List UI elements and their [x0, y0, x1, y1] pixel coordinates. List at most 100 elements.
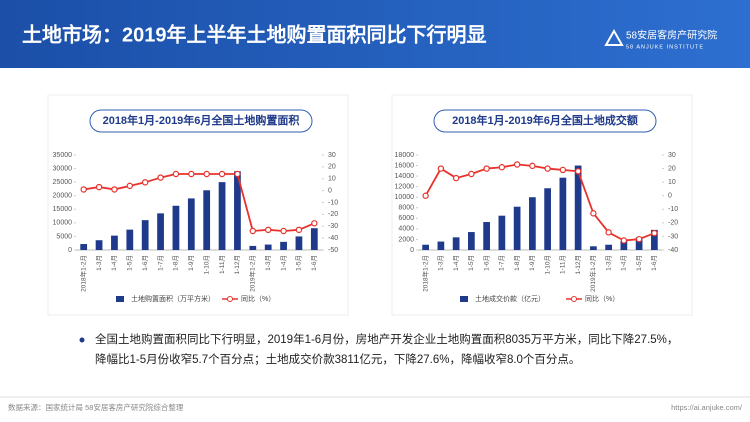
x-tick-label: 1-9月 — [187, 255, 195, 271]
x-tick-label: 1-4月 — [279, 255, 287, 271]
bar — [651, 229, 658, 250]
x-tick-label: 2019年1-2月 — [588, 255, 597, 292]
y2-tick-label: 30 — [668, 152, 676, 159]
y-tick-label: 8000 — [398, 205, 414, 212]
line-point — [437, 165, 445, 172]
line-point — [80, 186, 87, 193]
chart-title: 2018年1月-2019年6月全国土地购置面积 — [103, 113, 300, 127]
x-tick-label: 1-10月 — [543, 255, 551, 275]
x-tick-label: 1-4月 — [620, 255, 628, 271]
x-tick-label: 1-3月 — [95, 255, 103, 271]
bar — [187, 198, 195, 250]
bar — [605, 244, 612, 250]
logo-text: 58安居客房产研究院 — [626, 29, 717, 42]
y-tick-label: 0 — [410, 247, 414, 254]
line-point — [264, 226, 272, 234]
bar — [590, 246, 597, 250]
line-point — [559, 166, 567, 174]
x-tick-label: 1-6月 — [482, 255, 490, 271]
line-point — [635, 235, 643, 243]
y-tick-label: 14000 — [395, 173, 415, 180]
line-point — [234, 170, 241, 178]
line-point — [574, 168, 582, 175]
x-tick-label: 1-11月 — [218, 255, 226, 274]
y2-tick-label: -40 — [668, 247, 678, 254]
bar — [264, 244, 272, 250]
x-tick-label: 2019年1-2月 — [248, 255, 257, 292]
bar — [295, 236, 303, 250]
bar — [529, 197, 536, 250]
slide-title: 土地市场：2019年上半年土地购置面积同比下行明显 — [22, 22, 487, 46]
x-tick-label: 1-3月 — [437, 255, 445, 271]
y-tick-label: 25000 — [53, 179, 73, 186]
bar — [218, 182, 226, 250]
bar — [203, 190, 211, 250]
legend-label: 同比（%） — [585, 294, 619, 303]
bar — [498, 215, 506, 250]
bar — [126, 229, 134, 250]
x-tick-label: 1-6月 — [650, 255, 658, 271]
x-tick-label: 1-3月 — [264, 255, 272, 271]
bullet-dot — [79, 337, 85, 343]
bar — [574, 165, 582, 250]
legend-swatch — [571, 296, 577, 302]
chart-title-pill — [89, 109, 313, 133]
bar — [452, 237, 460, 250]
y2-tick-label: -30 — [328, 223, 338, 230]
line-point — [529, 162, 536, 170]
y-tick-label: 15000 — [53, 206, 73, 213]
bar — [280, 241, 287, 250]
line-point — [483, 165, 490, 172]
y2-tick-label: -20 — [668, 220, 678, 227]
legend-swatch — [227, 296, 233, 302]
bar — [437, 241, 445, 250]
x-tick-label: 1-6月 — [141, 255, 149, 271]
y2-tick-label: 0 — [668, 193, 672, 200]
x-tick-label: 1-10月 — [202, 255, 210, 275]
line-point — [452, 174, 460, 182]
y2-tick-label: -50 — [328, 247, 338, 254]
bar — [111, 235, 118, 250]
x-tick-label: 1-5月 — [126, 255, 134, 271]
y2-tick-label: 10 — [328, 176, 336, 183]
line-point — [249, 227, 257, 235]
line-point — [605, 229, 612, 236]
line — [83, 173, 315, 232]
bar — [422, 244, 429, 250]
y-tick-label: 12000 — [395, 184, 415, 191]
line-point — [513, 161, 521, 168]
line-point — [295, 226, 303, 234]
x-tick-label: 1-11月 — [559, 255, 567, 274]
line-point — [126, 182, 134, 190]
y-tick-label: 20000 — [53, 193, 73, 200]
y-tick-label: 5000 — [56, 233, 72, 240]
x-tick-label: 1-8月 — [513, 255, 521, 271]
y-tick-label: 6000 — [398, 215, 414, 222]
footer-source: 数据来源：国家统计局 58安居客房产研究院综合整理 — [8, 402, 184, 412]
x-tick-label: 1-3月 — [604, 255, 612, 271]
line-point — [172, 170, 180, 178]
x-tick-label: 2018年1-2月 — [78, 255, 87, 292]
line-point — [422, 192, 429, 199]
y2-tick-label: 20 — [328, 164, 336, 171]
line-point — [498, 164, 506, 171]
y2-tick-label: 20 — [668, 165, 676, 172]
x-tick-label: 1-12月 — [574, 255, 582, 275]
legend-label: 土地购置面积（万平方米） — [131, 294, 215, 303]
y2-tick-label: -30 — [668, 233, 678, 240]
y2-tick-label: 10 — [668, 179, 676, 186]
line-point — [590, 210, 597, 217]
y-tick-label: 2000 — [398, 236, 414, 243]
y-tick-label: 4000 — [398, 226, 414, 233]
y2-tick-label: 30 — [328, 152, 336, 159]
line-point — [111, 186, 118, 193]
bar — [157, 213, 164, 250]
line-point — [141, 179, 149, 186]
y-tick-label: 35000 — [53, 152, 73, 159]
bar — [620, 241, 628, 250]
line-point — [203, 170, 210, 178]
legend-swatch — [116, 296, 124, 302]
x-tick-label: 1-7月 — [156, 255, 164, 271]
line-point — [620, 237, 628, 244]
bar — [483, 222, 490, 250]
